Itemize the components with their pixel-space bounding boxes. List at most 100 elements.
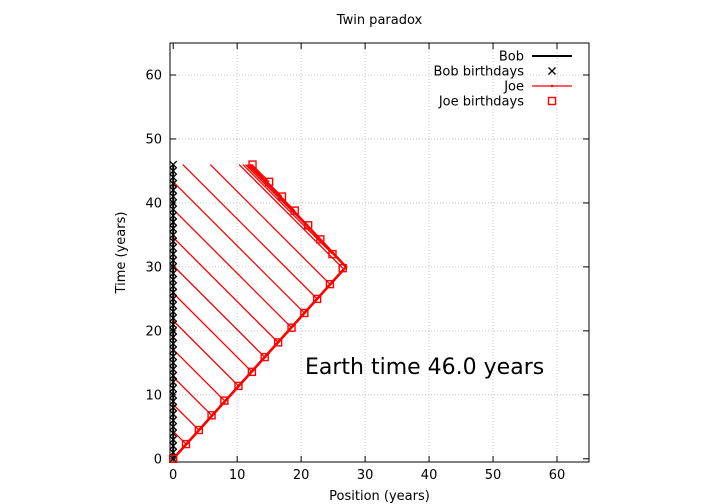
signal-line [172, 320, 239, 387]
grid [170, 43, 589, 462]
bob-birthday-point [169, 275, 178, 284]
bob-birthday-point [169, 384, 178, 393]
bob-birthday-point [169, 250, 178, 259]
y-tick-label: 0 [154, 452, 162, 467]
bob-birthday-point [169, 326, 178, 335]
joe-birthday-point [207, 411, 216, 420]
bob-birthday-point [169, 301, 178, 310]
signal-line [238, 164, 344, 269]
legend-swatch-bob-birthdays [548, 67, 556, 75]
x-tick-label: 10 [229, 468, 246, 483]
signal-line [182, 164, 318, 300]
joe-birthday-point [316, 235, 325, 244]
bob-birthday-point [169, 435, 178, 444]
y-tick-label: 50 [145, 132, 162, 147]
legend-label: Bob [499, 50, 524, 65]
joe-birthday-point [194, 425, 203, 435]
y-tick-label: 10 [145, 388, 162, 403]
bob-birthday-point [169, 262, 178, 271]
bob-birthday-point [169, 454, 178, 463]
bob-birthday-point [169, 371, 178, 380]
signal-line [172, 403, 200, 431]
signal-line [172, 292, 253, 373]
bob-birthday-point [169, 192, 178, 201]
y-tick-label: 30 [145, 260, 162, 275]
x-tick-label: 0 [169, 468, 177, 483]
bob-birthday-point [169, 416, 178, 425]
bob-birthday-point [169, 333, 178, 342]
signal-line [172, 208, 293, 329]
bob-birthday-point [169, 442, 178, 450]
bob-birthday-point [169, 378, 178, 386]
joe-birthday-point [181, 439, 191, 449]
bob-birthday-point [169, 282, 178, 291]
signal-line [172, 430, 187, 445]
joe-birthday-point [273, 338, 283, 347]
y-tick-label: 20 [145, 324, 162, 339]
joe-birthday-point [328, 249, 337, 259]
joe-birthday-point [247, 367, 257, 377]
bob-birthday-point [169, 211, 178, 220]
signal-line [209, 164, 331, 285]
bob-birthday-point [169, 410, 178, 418]
bob-birthday-point [169, 256, 178, 265]
signal-line [172, 376, 213, 416]
joe-birthday-point [325, 279, 335, 289]
bob-birthday-point [169, 288, 178, 297]
joe-worldline [172, 163, 348, 460]
earth-time-annotation: Earth time 46.0 years [305, 355, 544, 380]
bob-birthday-point [169, 314, 178, 323]
bob-birthday-point [169, 166, 178, 175]
y-axis-label: Time (years) [114, 212, 129, 295]
signal-line [172, 265, 266, 358]
chart-title: Twin paradox [336, 13, 423, 28]
joe-birthday-point [248, 160, 257, 169]
plot-frame [169, 42, 590, 463]
joe-birthday-point [287, 323, 296, 332]
legend-label: Joe [503, 80, 524, 95]
bob-birthday-point [169, 403, 178, 412]
joe-birthday-point [264, 177, 274, 187]
signal-line [242, 164, 333, 255]
bob-birthday-point [169, 294, 178, 303]
y-tick-label: 40 [145, 196, 162, 211]
bob-birthday-point [169, 205, 178, 214]
joe-birthday-point [260, 352, 269, 362]
bob-birthday-point [169, 230, 178, 239]
joe-birthday-point [290, 206, 299, 215]
joe-birthday-point [234, 381, 243, 391]
signal-line [172, 237, 279, 343]
bob-birthday-point [169, 224, 178, 233]
bob-birthday-point [169, 346, 178, 355]
x-tick-label: 30 [357, 468, 374, 483]
joe-birthday-point [312, 294, 322, 304]
joe-birthday-point [277, 192, 287, 201]
bob-birthday-point [169, 365, 178, 374]
y-tick-label: 60 [145, 68, 162, 83]
bob-birthday-point [169, 352, 178, 361]
legend-swatch-joe-dot [550, 84, 554, 88]
axis-ticks: 0 10 20 30 40 50 60 0 10 20 30 40 50 60 [145, 43, 589, 483]
bob-birthday-point [169, 390, 178, 399]
bob-birthday-point [169, 429, 178, 438]
bob-birthday-point [169, 179, 178, 188]
legend-swatch-joe-birthdays [547, 96, 557, 106]
bob-birthday-point [169, 307, 178, 316]
bob-birthday-point [169, 422, 178, 431]
legend-label: Joe birthdays [438, 95, 524, 110]
legend-label: Bob birthdays [434, 65, 525, 80]
signal-line [172, 181, 305, 314]
bob-birthday-point [169, 237, 178, 246]
bob-birthday-point [169, 358, 178, 367]
joe-birthday-point [300, 308, 309, 318]
joe-birthday-point [338, 263, 347, 273]
x-tick-label: 20 [293, 468, 310, 483]
bob-birthday-point [169, 186, 178, 195]
signal-line [172, 348, 225, 402]
bob-birthday-point [169, 397, 178, 406]
x-tick-label: 60 [549, 468, 566, 483]
x-axis-label: Position (years) [329, 489, 430, 504]
bob-birthday-point [169, 160, 178, 169]
